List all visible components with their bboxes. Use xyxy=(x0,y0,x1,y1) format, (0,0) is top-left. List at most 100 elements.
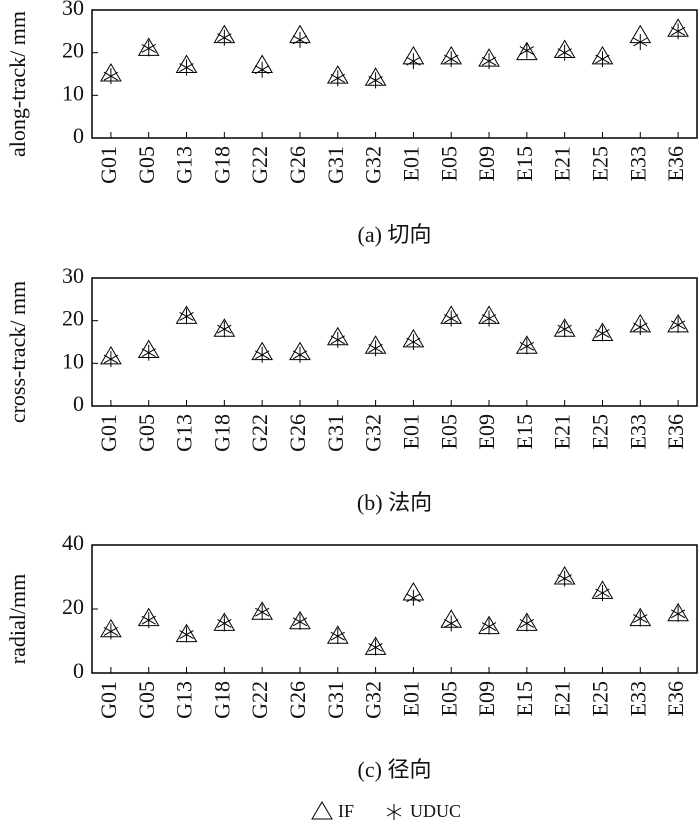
asterisk-stroke xyxy=(557,48,572,58)
asterisk-stroke xyxy=(103,626,119,636)
x-tick-label: G32 xyxy=(361,681,386,719)
asterisk-marker xyxy=(481,618,497,635)
asterisk-marker xyxy=(595,51,610,68)
asterisk-stroke xyxy=(386,807,402,817)
x-tick-label: G05 xyxy=(134,146,159,184)
caption: (a) 切向 xyxy=(358,222,432,247)
asterisk-stroke xyxy=(444,314,459,323)
asterisk-marker xyxy=(292,613,308,630)
x-tick-label: G31 xyxy=(323,681,348,719)
asterisk-marker xyxy=(330,70,345,87)
x-tick-label: E09 xyxy=(474,146,499,181)
asterisk-marker xyxy=(386,804,402,820)
asterisk-stroke xyxy=(292,617,308,627)
asterisk-marker xyxy=(595,585,610,601)
asterisk-stroke xyxy=(254,350,270,360)
asterisk-stroke xyxy=(217,324,232,334)
x-tick-label: G13 xyxy=(172,681,197,719)
x-tick-label: G32 xyxy=(361,146,386,184)
asterisk-marker xyxy=(633,34,648,50)
caption: (b) 法向 xyxy=(357,490,432,515)
asterisk-stroke xyxy=(217,618,232,628)
legend-label: IF xyxy=(338,801,354,821)
x-tick-label: E36 xyxy=(663,414,688,449)
plot-frame xyxy=(91,544,698,674)
asterisk-marker xyxy=(444,51,459,68)
triangle-marker xyxy=(311,801,333,820)
y-tick-label: 0 xyxy=(73,391,84,416)
y-tick-label: 20 xyxy=(62,38,84,63)
x-tick-label: E21 xyxy=(550,414,575,449)
x-tick-label: E01 xyxy=(398,681,423,716)
x-tick-label: E01 xyxy=(398,414,423,449)
asterisk-marker xyxy=(103,351,119,368)
x-tick-label: G18 xyxy=(209,146,234,184)
asterisk-marker xyxy=(179,308,194,325)
plot-frame xyxy=(91,277,698,407)
asterisk-marker xyxy=(670,316,686,333)
asterisk-stroke xyxy=(254,65,270,75)
x-tick-label: G22 xyxy=(247,681,272,719)
y-tick-label: 20 xyxy=(62,594,84,619)
asterisk-stroke xyxy=(444,54,459,64)
asterisk-marker xyxy=(670,605,686,622)
y-tick-label: 20 xyxy=(62,306,84,331)
asterisk-stroke xyxy=(406,56,421,66)
asterisk-marker xyxy=(217,615,232,632)
asterisk-marker xyxy=(519,615,535,632)
asterisk-stroke xyxy=(103,71,119,81)
x-tick-label: G26 xyxy=(285,146,310,184)
y-axis-label: along-track/ mm xyxy=(5,11,30,157)
asterisk-marker xyxy=(292,346,308,363)
x-tick-label: G05 xyxy=(134,681,159,719)
plot-frame xyxy=(91,9,698,139)
asterisk-marker xyxy=(519,338,535,355)
x-tick-label: E09 xyxy=(474,681,499,716)
y-tick-label: 30 xyxy=(62,0,84,20)
asterisk-stroke xyxy=(670,26,686,36)
asterisk-stroke xyxy=(217,33,232,43)
asterisk-stroke xyxy=(519,46,535,55)
x-tick-label: G22 xyxy=(247,146,272,184)
asterisk-stroke xyxy=(330,631,345,641)
asterisk-marker xyxy=(519,42,535,59)
asterisk-marker xyxy=(103,68,119,85)
x-tick-label: G18 xyxy=(209,414,234,452)
asterisk-marker xyxy=(141,344,156,361)
asterisk-stroke xyxy=(444,618,459,628)
asterisk-marker xyxy=(633,610,648,627)
x-tick-label: E15 xyxy=(512,414,537,449)
x-tick-label: G01 xyxy=(96,414,121,452)
asterisk-stroke xyxy=(595,329,610,338)
x-tick-label: E33 xyxy=(625,414,650,449)
asterisk-marker xyxy=(406,589,421,606)
x-tick-label: G31 xyxy=(323,146,348,184)
y-axis-label: radial/mm xyxy=(5,574,30,664)
asterisk-marker xyxy=(368,639,383,656)
asterisk-marker xyxy=(179,626,194,643)
asterisk-marker xyxy=(141,40,156,57)
x-tick-label: G26 xyxy=(285,681,310,719)
y-tick-label: 10 xyxy=(62,80,84,105)
x-tick-label: E05 xyxy=(436,414,461,449)
asterisk-stroke xyxy=(292,35,308,45)
asterisk-stroke xyxy=(141,615,156,625)
x-tick-label: E25 xyxy=(588,681,613,716)
asterisk-stroke xyxy=(103,354,119,364)
asterisk-stroke xyxy=(292,350,308,360)
x-tick-label: G13 xyxy=(172,414,197,452)
asterisk-marker xyxy=(557,321,572,338)
asterisk-stroke xyxy=(330,73,345,83)
asterisk-stroke xyxy=(481,56,497,66)
y-tick-label: 30 xyxy=(62,263,84,288)
asterisk-marker xyxy=(406,53,421,70)
asterisk-stroke xyxy=(557,574,572,584)
asterisk-stroke xyxy=(406,593,421,603)
asterisk-marker xyxy=(330,628,345,645)
asterisk-marker xyxy=(481,310,497,327)
asterisk-marker xyxy=(368,72,383,89)
asterisk-marker xyxy=(595,325,610,342)
asterisk-stroke xyxy=(254,607,270,617)
asterisk-stroke xyxy=(670,609,686,619)
